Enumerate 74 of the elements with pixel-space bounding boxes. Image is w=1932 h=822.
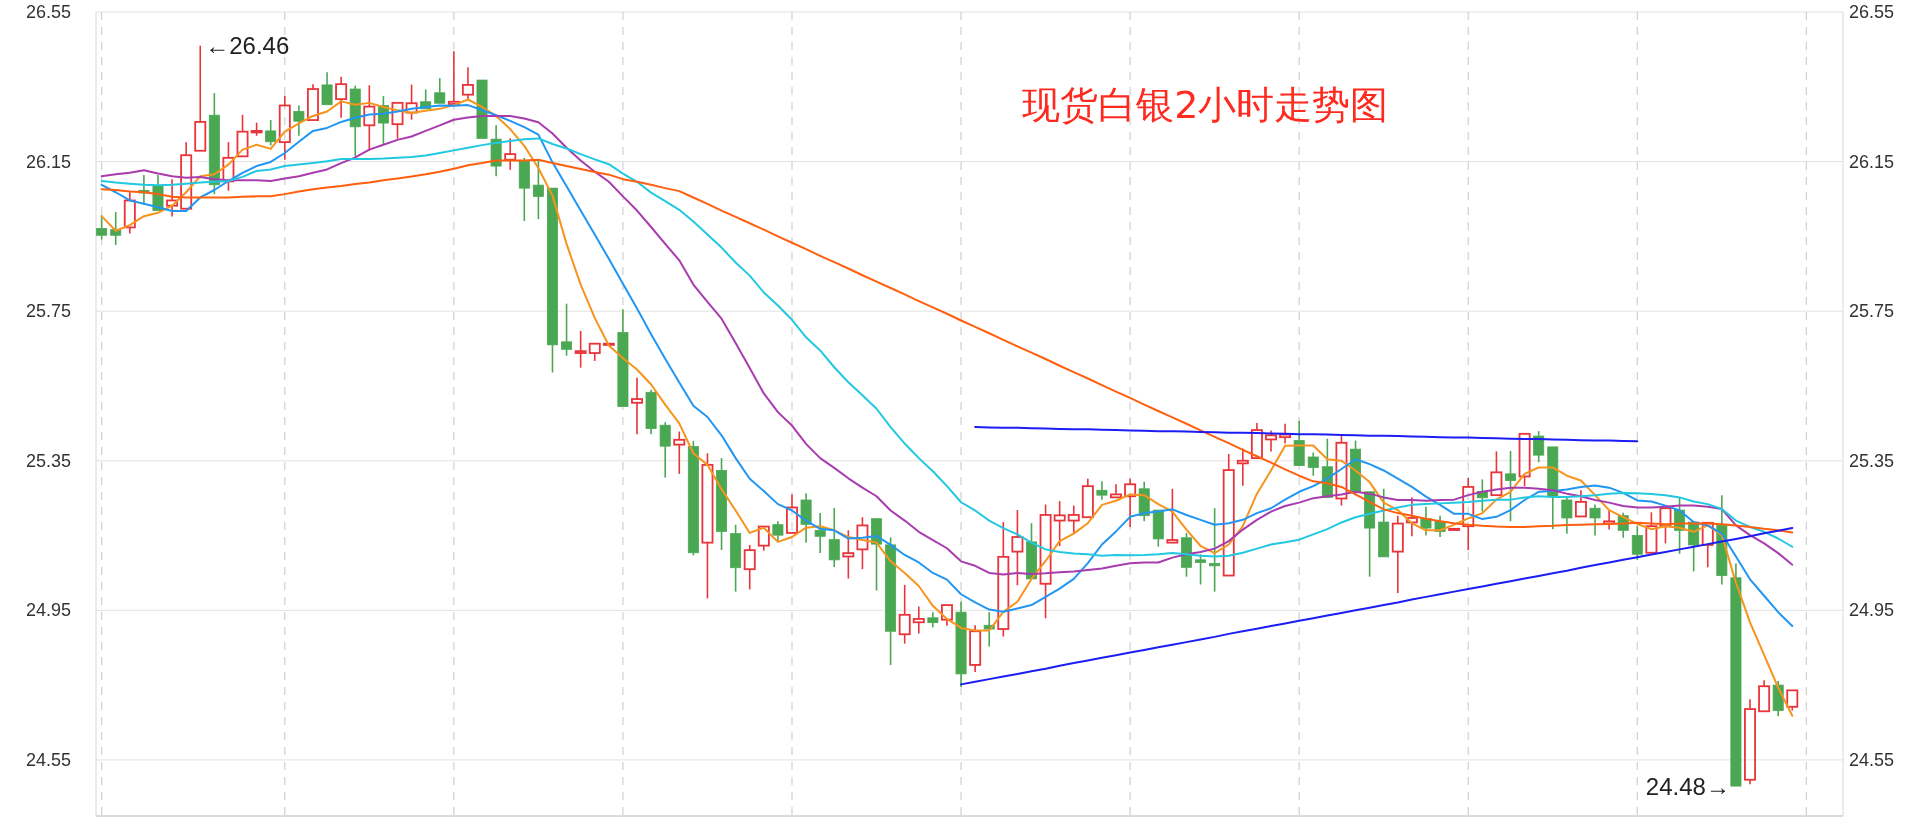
candlestick — [123, 191, 136, 235]
candlestick — [1505, 450, 1516, 523]
candlestick — [293, 104, 305, 137]
candlestick — [912, 605, 925, 635]
candlestick — [434, 77, 446, 104]
y-tick-label: 25.35 — [25, 450, 71, 471]
candlestick — [1378, 487, 1390, 558]
candlestick — [1166, 487, 1179, 544]
candlestick — [1096, 480, 1108, 501]
candlestick — [1603, 510, 1616, 531]
line-series — [960, 527, 1794, 686]
candlestick — [1701, 521, 1714, 569]
candlestick — [617, 308, 629, 407]
candlestick — [955, 600, 967, 688]
candlestick — [1589, 503, 1601, 537]
candlestick — [194, 44, 207, 152]
candlestick — [447, 50, 460, 105]
y2-tick-label: 24.55 — [1849, 749, 1895, 770]
candlestick — [504, 137, 517, 171]
candlestick — [1067, 504, 1080, 534]
candlestick — [828, 507, 840, 568]
candlestick — [532, 160, 544, 220]
candlestick — [1222, 453, 1235, 577]
candlestick — [842, 529, 855, 580]
candlestick — [927, 611, 939, 628]
candlestick — [1250, 422, 1263, 460]
y-tick-label: 26.15 — [25, 151, 71, 172]
candlestick — [265, 119, 277, 147]
candlestick — [1448, 527, 1461, 531]
candlestick — [1405, 496, 1418, 538]
text: 现货白银2小时走势图 — [1022, 83, 1389, 128]
candlestick — [335, 75, 348, 119]
candlestick — [1236, 447, 1249, 487]
y-tick-label: 24.95 — [25, 600, 71, 621]
candlestick — [1011, 509, 1024, 587]
candlestick — [800, 492, 812, 544]
candlestick — [1152, 509, 1164, 548]
candlestick — [1110, 483, 1122, 499]
candlestick — [969, 624, 982, 673]
candlestick — [278, 94, 291, 161]
candlestick — [602, 342, 615, 346]
candlestick — [743, 544, 756, 591]
candlestick — [1758, 679, 1771, 713]
annotation: ←26.46 — [205, 32, 290, 60]
candlestick — [940, 604, 953, 627]
candlestick — [631, 376, 643, 435]
annotation: 24.48→ — [1645, 772, 1730, 800]
candlestick — [786, 493, 798, 534]
y2-tick-label: 26.55 — [1849, 2, 1895, 22]
candlestick — [588, 342, 601, 362]
candlestick — [180, 141, 193, 210]
candlestick — [166, 178, 179, 218]
candlestick — [321, 71, 333, 106]
candlestick — [1391, 514, 1404, 594]
candlestick — [645, 388, 657, 435]
candlestick — [659, 421, 671, 479]
y-tick-label: 26.55 — [25, 2, 71, 22]
candlestick — [1490, 450, 1503, 497]
candlestick — [1279, 422, 1292, 445]
y2-tick-label: 25.35 — [1849, 450, 1895, 471]
y2-tick-label: 26.15 — [1849, 151, 1895, 172]
candlestick — [1786, 689, 1799, 712]
candlestick — [1730, 562, 1742, 787]
y2-tick-label: 25.75 — [1849, 301, 1895, 322]
candlestick — [673, 430, 686, 475]
candlestick — [547, 187, 558, 374]
candlestick — [1462, 477, 1475, 551]
candlestick — [1081, 477, 1094, 519]
candlestick — [1209, 507, 1221, 593]
candlestick — [1293, 419, 1305, 467]
y-tick-label: 25.75 — [25, 301, 71, 322]
y2-tick-label: 24.95 — [1849, 600, 1895, 621]
candlestick — [1574, 489, 1587, 518]
y-tick-label: 24.55 — [25, 749, 71, 770]
